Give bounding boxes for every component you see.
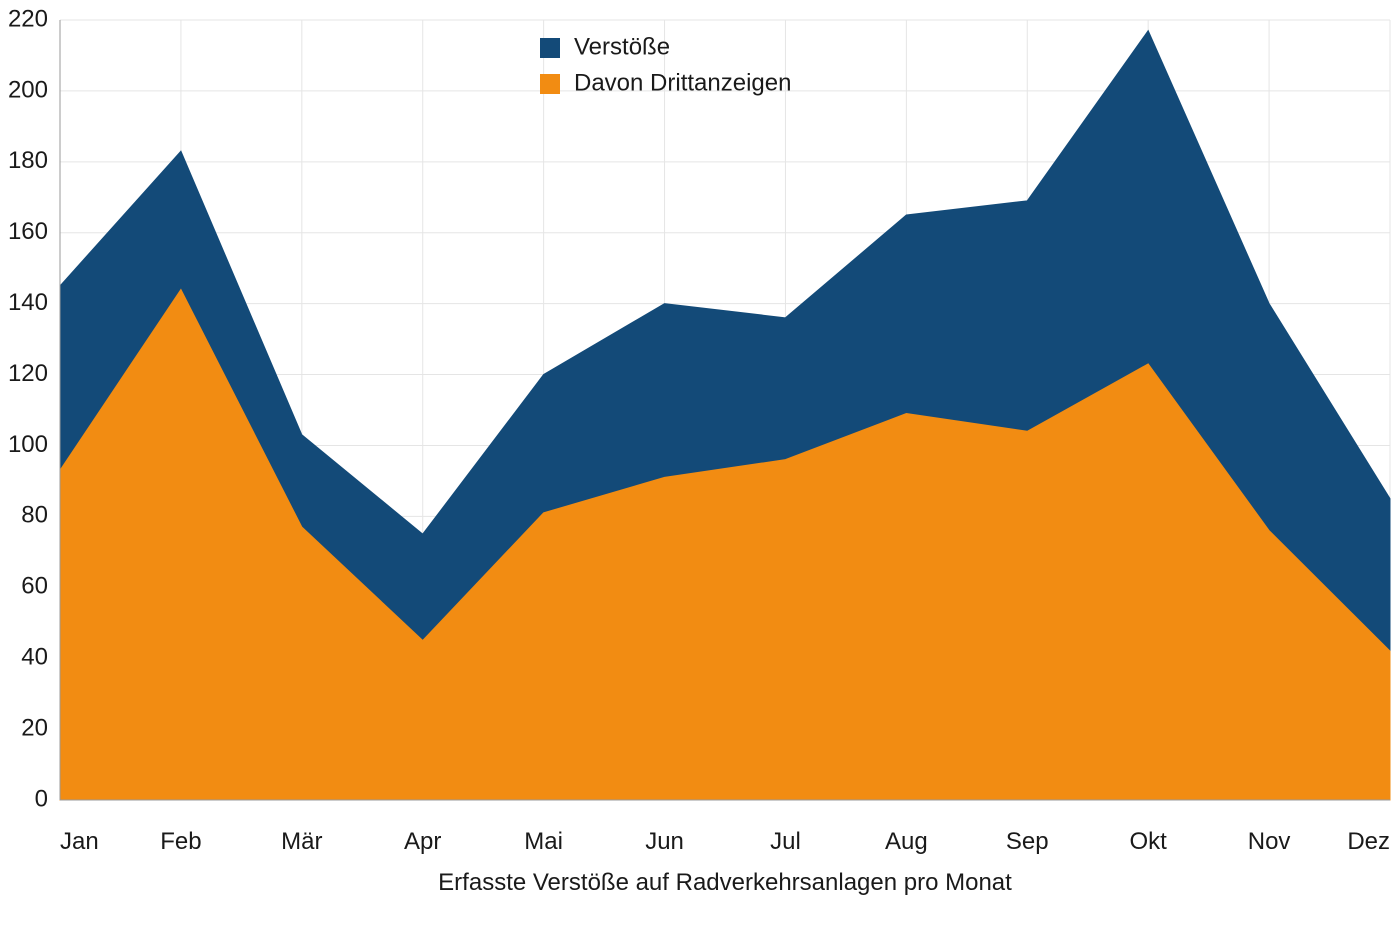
y-tick-label: 100 bbox=[8, 431, 48, 458]
legend-swatch bbox=[540, 74, 560, 94]
y-tick-label: 40 bbox=[21, 644, 48, 671]
x-tick-label: Sep bbox=[1006, 828, 1049, 855]
legend-label: Verstöße bbox=[574, 33, 670, 60]
y-tick-label: 120 bbox=[8, 360, 48, 387]
y-tick-label: 80 bbox=[21, 502, 48, 529]
y-tick-label: 20 bbox=[21, 714, 48, 741]
x-tick-label: Jul bbox=[770, 828, 801, 855]
legend-label: Davon Drittanzeigen bbox=[574, 69, 791, 96]
legend-swatch bbox=[540, 38, 560, 58]
x-tick-label: Jan bbox=[60, 828, 99, 855]
x-tick-label: Okt bbox=[1130, 828, 1168, 855]
y-tick-label: 200 bbox=[8, 76, 48, 103]
x-tick-label: Dez bbox=[1347, 828, 1390, 855]
x-tick-label: Aug bbox=[885, 828, 928, 855]
x-tick-label: Nov bbox=[1248, 828, 1291, 855]
x-tick-label: Mär bbox=[281, 828, 322, 855]
x-axis-title: Erfasste Verstöße auf Radverkehrsanlagen… bbox=[438, 869, 1012, 896]
area-chart: 0 20 40 60 80 100 120 140 160 180 200 220 Jan Feb Mär A… bbox=[0, 0, 1400, 932]
y-tick-label: 60 bbox=[21, 573, 48, 600]
x-tick-label: Jun bbox=[645, 828, 684, 855]
x-tick-label: Apr bbox=[404, 828, 441, 855]
x-tick-label: Mai bbox=[524, 828, 563, 855]
y-tick-label: 0 bbox=[35, 785, 48, 812]
chart-svg: 0 20 40 60 80 100 120 140 160 180 200 220 Jan Feb Mär A… bbox=[0, 0, 1400, 932]
y-tick-label: 160 bbox=[8, 218, 48, 245]
y-tick-label: 180 bbox=[8, 147, 48, 174]
y-tick-label: 140 bbox=[8, 289, 48, 316]
x-tick-label: Feb bbox=[160, 828, 201, 855]
y-tick-label: 220 bbox=[8, 5, 48, 32]
